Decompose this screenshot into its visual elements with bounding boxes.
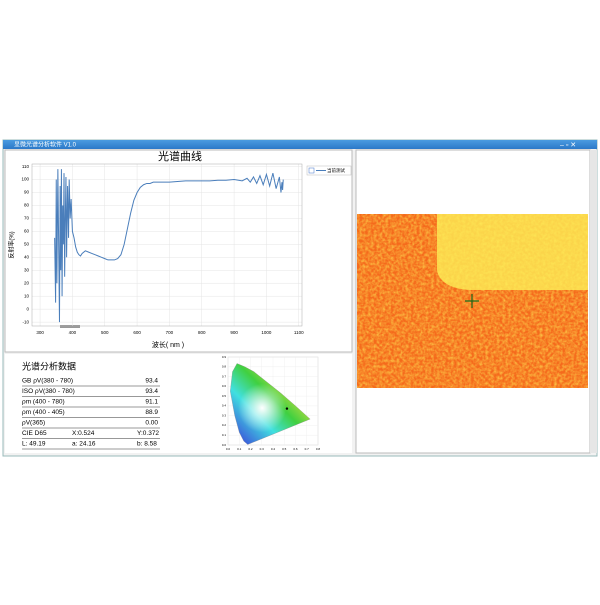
y-tick-label: 90 <box>24 190 30 195</box>
legend-box <box>306 165 352 176</box>
x-tick-label: 1000 <box>261 330 272 335</box>
cie-x-tick: 0.5 <box>282 447 287 451</box>
cie-y-tick: 0.0 <box>222 443 227 447</box>
row-cie: X:0.524 <box>72 430 95 437</box>
row-value: 88.9 <box>145 409 158 416</box>
row-lab: L: 49.19 <box>22 441 46 448</box>
x-tick-label: 900 <box>230 330 238 335</box>
y-tick-label: 0 <box>26 306 29 311</box>
row-value: 91.1 <box>145 399 158 406</box>
x-axis-label: 波长( nm ) <box>152 340 184 349</box>
window-buttons[interactable]: ‒ ▫ ✕ <box>560 142 576 149</box>
row-lab: b: 8.58 <box>137 441 157 448</box>
y-tick-label: 70 <box>24 216 30 221</box>
row-value: 0.00 <box>145 420 158 427</box>
micro-image <box>357 214 588 388</box>
cie-y-tick: 0.6 <box>222 384 227 388</box>
row-label: GB ρV(380 - 780) <box>22 378 73 385</box>
cie-y-tick: 0.2 <box>222 423 227 427</box>
x-tick-label: 400 <box>69 330 77 335</box>
x-tick-label: 600 <box>133 330 141 335</box>
chart-title: 光谱曲线 <box>158 149 202 163</box>
spectrum-line <box>54 169 284 323</box>
y-tick-label: 30 <box>24 267 30 272</box>
plot-frame <box>31 163 303 327</box>
cie-y-tick: 0.8 <box>222 365 227 369</box>
cie-x-tick: 0.8 <box>316 447 321 451</box>
y-tick-label: 100 <box>21 177 29 182</box>
x-tick-label: 800 <box>198 330 206 335</box>
window-title: 显微光谱分析软件 V1.0 <box>14 141 77 149</box>
y-tick-label: 60 <box>24 229 30 234</box>
cie-x-tick: 0.7 <box>305 447 310 451</box>
y-tick-label: 10 <box>24 293 30 298</box>
x-scroll[interactable] <box>60 325 80 328</box>
y-tick-label: -10 <box>22 319 29 324</box>
cie-y-tick: 0.9 <box>222 355 227 359</box>
y-tick-label: 110 <box>22 164 30 169</box>
cie-white <box>230 363 311 445</box>
row-label: ρm (400 - 405) <box>22 409 65 416</box>
cie-y-tick: 0.3 <box>222 413 227 417</box>
cie-x-tick: 0.3 <box>260 447 265 451</box>
x-tick-label: 300 <box>36 330 44 335</box>
y-tick-label: 50 <box>24 242 30 247</box>
analysis-title: 光谱分析数据 <box>22 360 76 371</box>
row-cie: CIE D65 <box>22 430 47 437</box>
row-cie: Y:0.372 <box>137 430 159 437</box>
legend-checkbox[interactable] <box>308 167 315 174</box>
cie-x-tick: 0.4 <box>271 447 276 451</box>
row-value: 93.4 <box>145 378 158 385</box>
x-tick-label: 1100 <box>294 330 304 335</box>
cie-y-tick: 0.7 <box>222 374 227 378</box>
cie-x-tick: 0.0 <box>226 447 231 451</box>
y-axis-label: 反射率(%) <box>8 231 16 258</box>
row-label: ρm (400 - 780) <box>22 399 65 406</box>
cie-point <box>285 407 289 410</box>
x-tick-label: 700 <box>166 330 174 335</box>
row-label: ρV(365) <box>22 420 45 427</box>
cie-y-tick: 0.1 <box>222 433 227 437</box>
y-tick-label: 80 <box>24 203 30 208</box>
row-lab: a: 24.16 <box>72 441 96 448</box>
cie-y-tick: 0.5 <box>222 394 227 398</box>
row-label: ISO ρV(380 - 780) <box>22 388 75 395</box>
title-bar <box>3 140 597 149</box>
y-tick-label: 20 <box>24 280 30 285</box>
crosshair <box>465 294 479 308</box>
cie-x-tick: 0.6 <box>293 447 298 451</box>
legend-label: 当前测试 <box>327 167 345 174</box>
cie-x-tick: 0.2 <box>248 447 253 451</box>
scrollbar[interactable] <box>590 150 597 453</box>
cie-x-tick: 0.1 <box>237 447 242 451</box>
y-tick-label: 40 <box>24 254 30 259</box>
row-value: 93.4 <box>145 388 158 395</box>
cie-y-tick: 0.4 <box>222 404 227 408</box>
x-tick-label: 500 <box>101 330 109 335</box>
